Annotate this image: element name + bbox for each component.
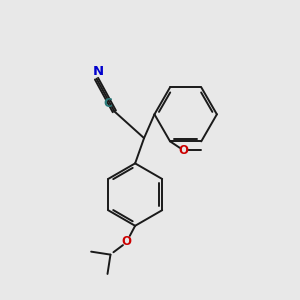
Text: N: N <box>92 65 104 78</box>
Text: O: O <box>122 235 132 248</box>
Text: O: O <box>178 144 188 157</box>
Text: C: C <box>103 97 112 110</box>
